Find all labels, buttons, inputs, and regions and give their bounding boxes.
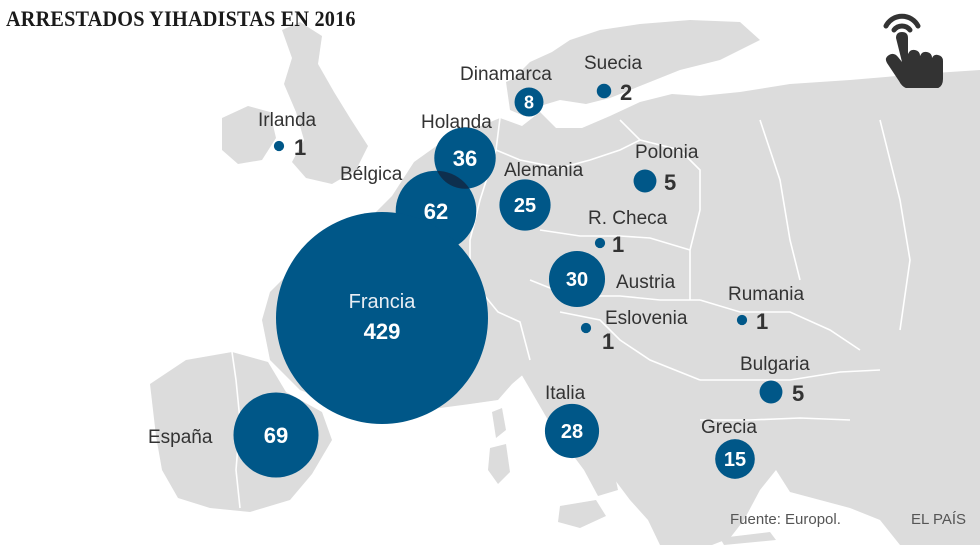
country-border bbox=[700, 417, 851, 421]
label-dinamarca: Dinamarca bbox=[460, 64, 552, 85]
bubble-francia[interactable] bbox=[276, 212, 488, 424]
value-austria: 30 bbox=[566, 269, 588, 291]
bubble-irlanda[interactable] bbox=[273, 140, 285, 152]
value-bulgaria: 5 bbox=[792, 381, 804, 406]
label-belgica: Bélgica bbox=[340, 164, 403, 185]
country-border bbox=[699, 299, 861, 351]
source-note: Fuente: Europol. bbox=[730, 511, 841, 528]
bubble-bulgaria[interactable] bbox=[759, 380, 783, 404]
country-border bbox=[879, 119, 911, 331]
label-bulgaria: Bulgaria bbox=[740, 354, 810, 375]
value-alemania: 25 bbox=[514, 195, 536, 217]
country-border bbox=[559, 311, 701, 381]
bubble-austria[interactable] bbox=[548, 250, 606, 308]
label-francia: Francia bbox=[349, 291, 417, 313]
bubble-grecia[interactable] bbox=[715, 439, 755, 479]
label-italia: Italia bbox=[545, 383, 586, 404]
value-belgica: 62 bbox=[424, 199, 448, 224]
country-border bbox=[700, 369, 881, 381]
label-holanda: Holanda bbox=[421, 112, 492, 133]
label-alemania: Alemania bbox=[504, 160, 584, 181]
britain-land bbox=[282, 22, 368, 184]
value-italia: 28 bbox=[561, 421, 583, 443]
value-dinamarca: 8 bbox=[524, 92, 534, 112]
value-suecia: 2 bbox=[620, 80, 632, 105]
scandinavia-land bbox=[512, 20, 760, 106]
sicily-land bbox=[558, 500, 606, 528]
ireland-land bbox=[222, 106, 276, 164]
bubble-italia[interactable] bbox=[544, 403, 600, 459]
value-holanda: 36 bbox=[453, 146, 477, 171]
credit-note: EL PAÍS bbox=[911, 511, 967, 528]
value-grecia: 15 bbox=[724, 449, 746, 471]
label-austria: Austria bbox=[616, 272, 676, 293]
label-irlanda: Irlanda bbox=[258, 110, 317, 131]
bubble-rumania[interactable] bbox=[736, 314, 748, 326]
label-eslovenia: Eslovenia bbox=[605, 308, 688, 329]
bubble-dinamarca[interactable] bbox=[514, 87, 544, 117]
sardinia-land bbox=[488, 444, 510, 484]
value-espana: 69 bbox=[264, 423, 288, 448]
country-border bbox=[759, 119, 801, 281]
value-rcheca: 1 bbox=[612, 232, 624, 257]
crete-land bbox=[720, 532, 776, 545]
label-rcheca: R. Checa bbox=[588, 208, 668, 229]
value-irlanda: 1 bbox=[294, 135, 306, 160]
bubbles-layer bbox=[233, 83, 783, 479]
label-polonia: Polonia bbox=[635, 142, 699, 163]
label-suecia: Suecia bbox=[584, 53, 643, 74]
labels-layer: Irlanda 1 Dinamarca 8 Suecia 2 Holanda 36 Bélgic… bbox=[148, 53, 810, 471]
touch-hand-icon-graphic bbox=[883, 13, 943, 89]
value-polonia: 5 bbox=[664, 170, 676, 195]
corsica-land bbox=[492, 408, 506, 438]
bubble-espana[interactable] bbox=[233, 392, 319, 478]
bubble-suecia[interactable] bbox=[596, 83, 612, 99]
label-rumania: Rumania bbox=[728, 284, 804, 305]
bubble-polonia[interactable] bbox=[633, 169, 657, 193]
bubble-eslovenia[interactable] bbox=[580, 322, 592, 334]
touch-hand-icon[interactable] bbox=[872, 8, 952, 89]
bubble-rcheca[interactable] bbox=[594, 237, 606, 249]
value-eslovenia: 1 bbox=[602, 329, 614, 354]
country-border bbox=[619, 119, 641, 141]
country-borders bbox=[231, 117, 911, 509]
label-espana: España bbox=[148, 427, 213, 448]
value-francia: 429 bbox=[364, 319, 401, 344]
value-rumania: 1 bbox=[756, 309, 768, 334]
country-border bbox=[539, 229, 691, 251]
map-title: ARRESTADOS YIHADISTAS EN 2016 bbox=[6, 6, 356, 31]
bubble-alemania[interactable] bbox=[499, 179, 551, 231]
label-grecia: Grecia bbox=[701, 417, 757, 438]
